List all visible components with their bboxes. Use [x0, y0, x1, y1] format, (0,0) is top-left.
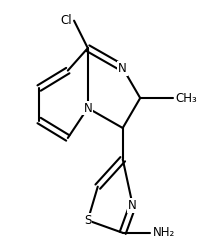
Text: NH₂: NH₂ [153, 226, 175, 239]
Text: Cl: Cl [60, 14, 72, 27]
Text: CH₃: CH₃ [175, 92, 197, 105]
Text: N: N [118, 62, 127, 75]
Text: S: S [84, 214, 92, 227]
Text: N: N [128, 199, 137, 212]
Text: N: N [83, 102, 92, 115]
